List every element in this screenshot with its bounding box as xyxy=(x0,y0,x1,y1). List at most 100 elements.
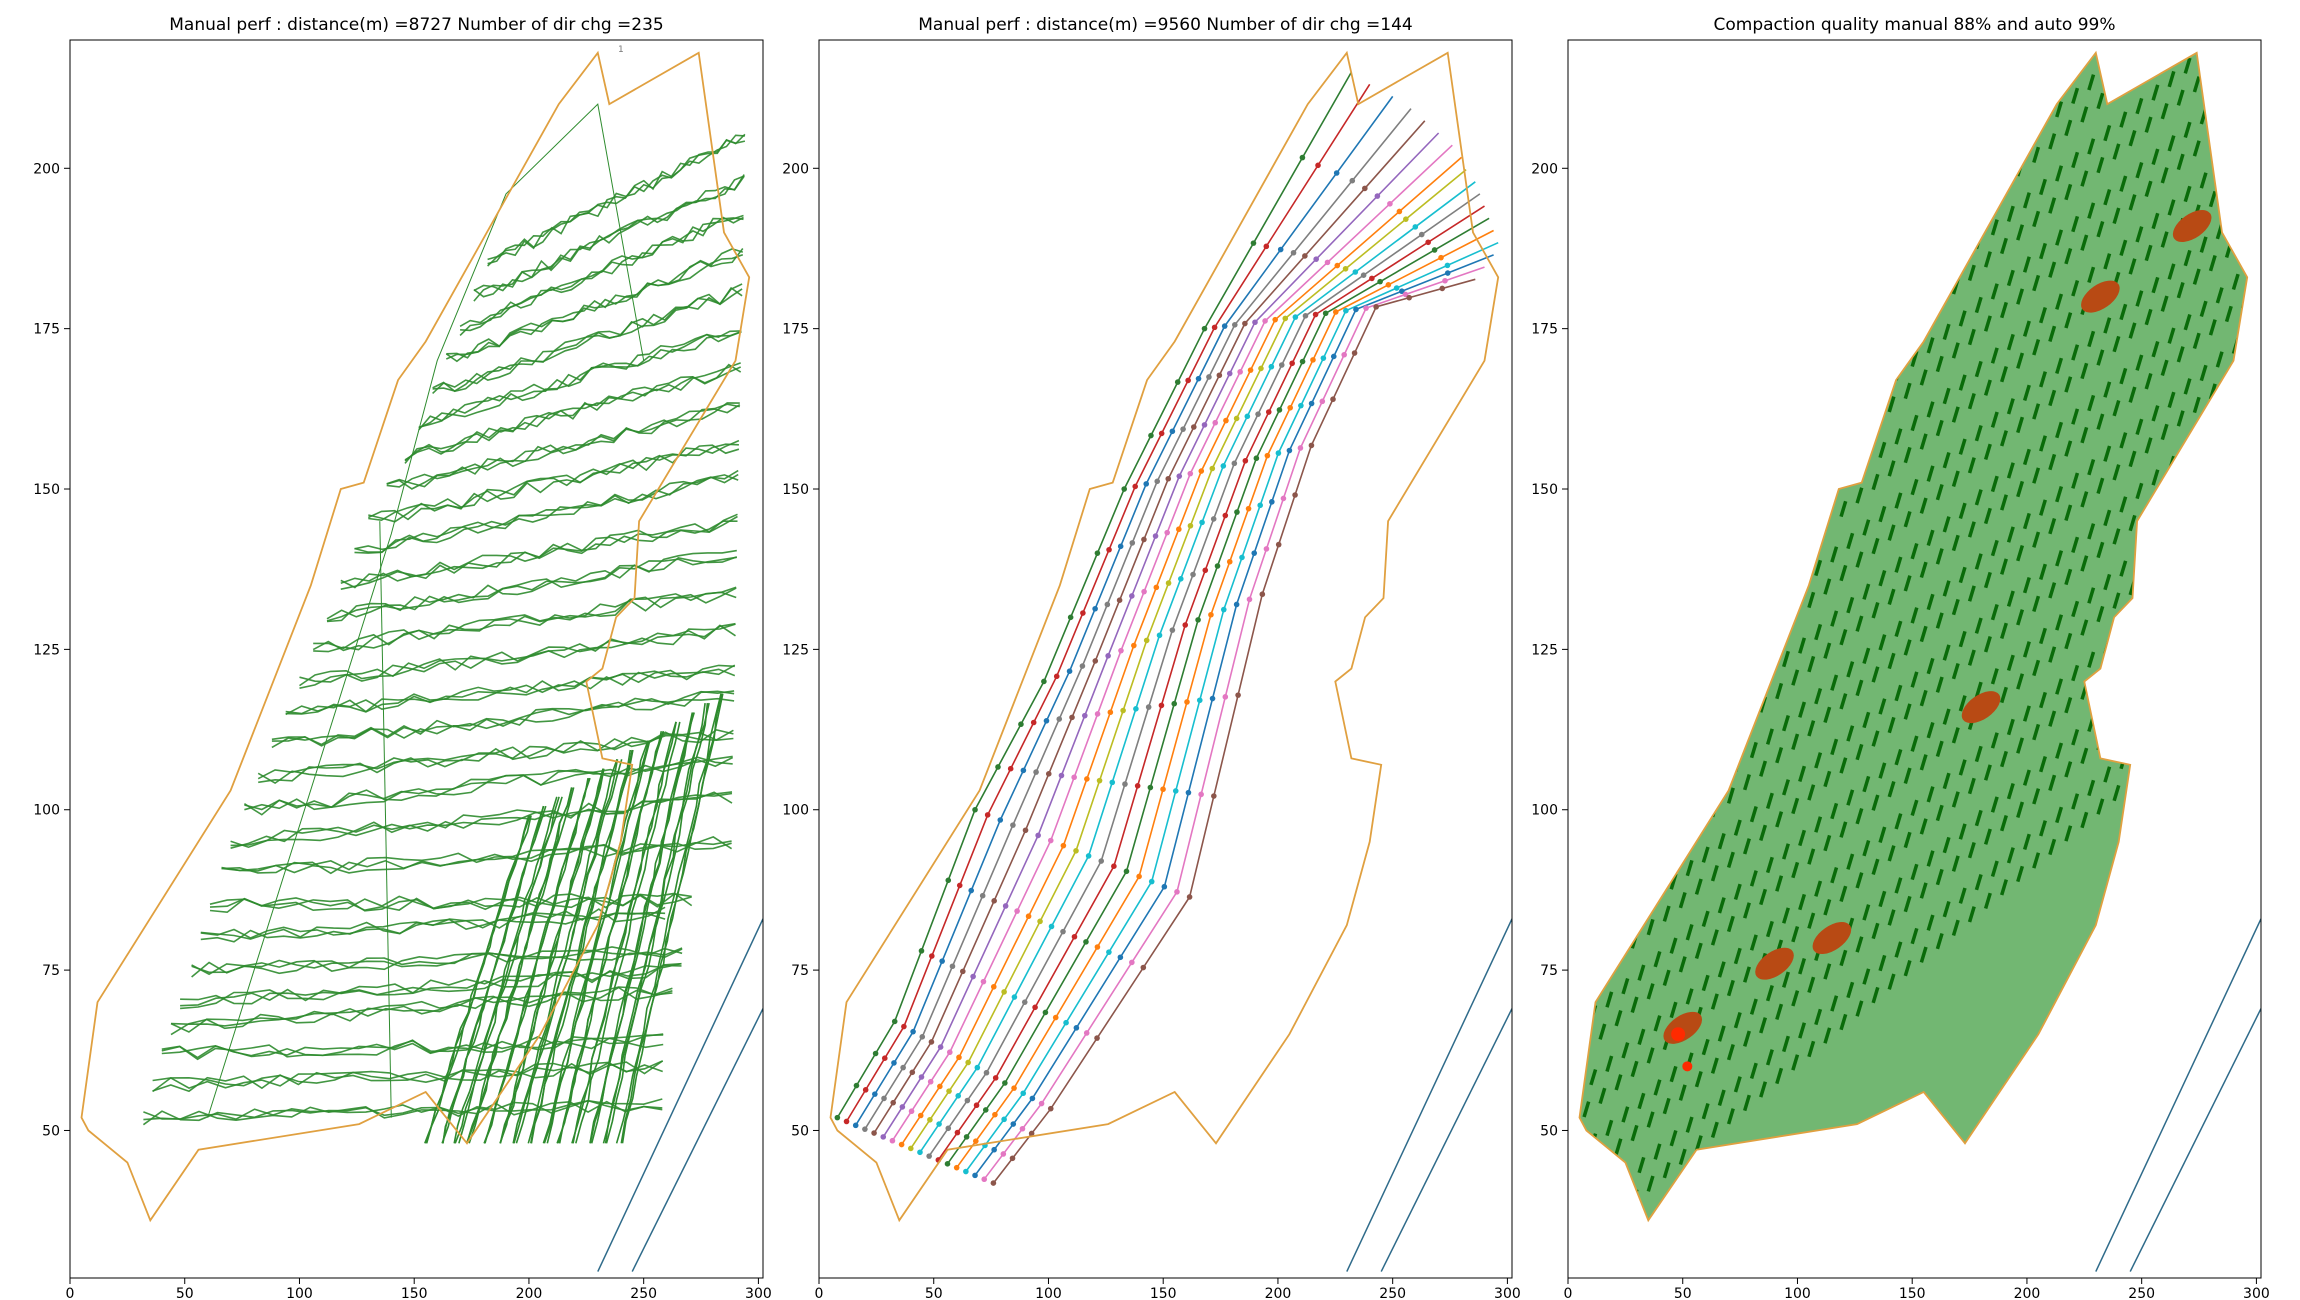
pass-point xyxy=(1402,291,1409,298)
stripe-mark xyxy=(1798,701,1807,718)
pass-point xyxy=(1105,652,1111,659)
stripe-mark xyxy=(1589,299,1598,316)
manual-track-line xyxy=(340,520,738,584)
stripe-mark xyxy=(2064,440,2073,457)
stripe-mark xyxy=(2199,236,2208,253)
stripe-mark xyxy=(1717,127,1726,144)
stripe-mark xyxy=(2022,577,2031,594)
stripe-mark xyxy=(1701,204,1710,222)
stripe-mark xyxy=(2103,60,2112,78)
pass-point xyxy=(936,1121,942,1127)
stripe-mark xyxy=(2151,533,2160,550)
pass-line xyxy=(937,205,1485,1161)
pass-point xyxy=(834,1114,841,1121)
stripe-mark xyxy=(2071,151,2080,169)
pass-point xyxy=(1196,697,1203,704)
stripe-mark xyxy=(1605,927,1614,944)
stripe-mark xyxy=(1942,708,1951,725)
pass-point xyxy=(1176,473,1183,479)
stripe-mark xyxy=(1710,672,1719,690)
stripe-mark xyxy=(2135,162,2144,179)
pass-point xyxy=(1208,611,1214,618)
pass-point xyxy=(917,1149,923,1156)
panel-title: Manual perf : distance(m) =8727 Number o… xyxy=(169,15,664,35)
stripe-mark xyxy=(2039,242,2047,260)
stripe-mark xyxy=(1862,711,1871,729)
stripe-mark xyxy=(1678,699,1687,716)
stripe-mark xyxy=(2128,707,2137,724)
x-tick-label: 50 xyxy=(176,1286,194,1300)
stripe-mark xyxy=(2119,239,2128,257)
manual-track-line xyxy=(386,403,740,488)
stripe-mark xyxy=(2064,119,2073,137)
y-tick-label: 175 xyxy=(33,322,60,338)
pass-point xyxy=(1233,601,1240,608)
stripe-mark xyxy=(1830,674,1839,691)
stripe-mark xyxy=(1958,630,1967,648)
stripe-mark xyxy=(1598,702,1607,720)
stripe-mark xyxy=(1582,716,1591,733)
stripe-mark xyxy=(2055,101,2064,118)
stripe-mark xyxy=(1878,890,1887,908)
stripe-mark xyxy=(1990,347,1999,364)
stripe-mark xyxy=(1630,739,1639,757)
stripe-mark xyxy=(1967,841,1976,859)
stripe-mark xyxy=(1807,399,1816,416)
pass-point xyxy=(1098,858,1105,864)
stripe-mark xyxy=(1662,969,1671,986)
stripe-mark xyxy=(1871,794,1880,811)
pass-point xyxy=(1333,170,1340,176)
stripe-mark xyxy=(1579,697,1582,715)
stripe-mark xyxy=(2224,690,2233,707)
pass-point xyxy=(1035,832,1041,839)
stripe-mark xyxy=(1589,1197,1598,1214)
stripe-mark xyxy=(2266,183,2271,198)
stripe-mark xyxy=(1653,694,1662,711)
stripe-mark xyxy=(2000,52,2008,62)
stripe-mark xyxy=(2243,36,2248,51)
stripe-mark xyxy=(2032,146,2041,164)
stripe-mark xyxy=(2176,666,2185,684)
pass-point xyxy=(1313,256,1319,262)
stripe-mark xyxy=(1710,1121,1719,1139)
stripe-mark xyxy=(1726,466,1735,484)
stripe-mark xyxy=(2135,546,2144,564)
stripe-mark xyxy=(2128,322,2137,339)
stripe-mark xyxy=(1621,849,1630,867)
stripe-mark xyxy=(1832,34,1837,49)
stripe-mark xyxy=(2022,705,2031,722)
stripe-mark xyxy=(1951,470,1960,487)
stripe-mark xyxy=(1791,669,1800,686)
pass-point xyxy=(1341,351,1347,358)
stripe-mark xyxy=(1621,657,1630,674)
stripe-mark xyxy=(1653,501,1662,519)
stripe-mark xyxy=(1678,635,1687,652)
manual-track-line xyxy=(367,444,740,521)
stripe-mark xyxy=(2064,312,2073,329)
stripe-mark xyxy=(1669,231,1678,249)
pass-point xyxy=(1209,465,1216,472)
stripe-mark xyxy=(1637,130,1646,147)
y-tick-label: 50 xyxy=(1540,1123,1558,1139)
stripe-mark xyxy=(2167,648,2176,665)
stripe-mark xyxy=(1605,863,1614,880)
defect-patch xyxy=(1755,947,1794,980)
stripe-mark xyxy=(1798,188,1807,205)
stripe-mark xyxy=(2071,600,2080,618)
stripe-mark xyxy=(1807,976,1816,994)
pass-point xyxy=(1268,363,1275,370)
pass-point xyxy=(1431,247,1438,253)
pass-point xyxy=(872,1050,879,1057)
manual-track-line xyxy=(313,587,737,653)
manual-track-line xyxy=(473,174,745,292)
pass-point xyxy=(1312,311,1319,318)
stripe-mark xyxy=(1919,52,1928,65)
pass-point xyxy=(908,1108,915,1115)
pass-point xyxy=(963,1134,970,1140)
stripe-mark xyxy=(2282,298,2287,313)
stripe-mark xyxy=(1951,598,1960,616)
x-tick-label: 300 xyxy=(1494,1286,1521,1300)
pass-point xyxy=(1052,1014,1059,1021)
stripe-mark xyxy=(2215,543,2224,561)
stripe-mark xyxy=(1839,500,1848,518)
